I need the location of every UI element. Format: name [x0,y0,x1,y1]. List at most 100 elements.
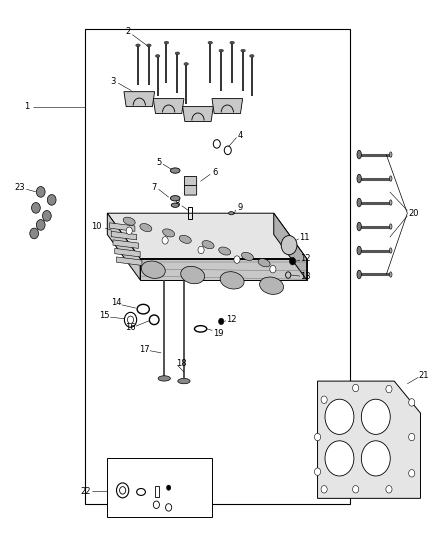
Bar [107,458,212,517]
Text: 18: 18 [177,359,187,368]
Circle shape [314,433,321,441]
Circle shape [353,486,359,493]
Ellipse shape [260,277,283,294]
Ellipse shape [164,42,169,44]
Circle shape [361,399,390,434]
Text: 21: 21 [419,372,429,380]
Circle shape [361,441,390,476]
Circle shape [325,441,354,476]
Circle shape [162,237,168,244]
Ellipse shape [219,50,223,52]
Circle shape [270,265,276,273]
Circle shape [30,228,39,239]
Ellipse shape [162,229,175,237]
Ellipse shape [357,270,361,279]
Ellipse shape [389,200,392,205]
Ellipse shape [241,252,254,261]
Polygon shape [274,213,307,280]
Ellipse shape [357,150,361,159]
Polygon shape [107,213,140,280]
Circle shape [234,256,240,263]
Polygon shape [111,231,137,240]
Ellipse shape [229,212,234,215]
Ellipse shape [389,248,392,253]
Circle shape [47,195,56,205]
Ellipse shape [389,224,392,229]
Circle shape [290,257,296,265]
Text: 5: 5 [156,158,161,167]
Ellipse shape [147,44,151,47]
Text: 23: 23 [15,183,25,192]
Text: 6: 6 [212,168,217,177]
Ellipse shape [202,240,214,249]
Text: 16: 16 [125,324,136,332]
Text: 14: 14 [111,298,121,307]
Circle shape [325,399,354,434]
Circle shape [42,211,51,221]
Circle shape [409,470,415,477]
Text: 13: 13 [300,272,311,280]
Circle shape [219,318,224,325]
Ellipse shape [208,42,212,44]
Bar [85,29,350,504]
Ellipse shape [357,222,361,231]
Text: 15: 15 [99,311,110,320]
Ellipse shape [140,223,152,232]
Circle shape [281,236,297,255]
Ellipse shape [219,247,231,255]
Circle shape [409,433,415,441]
Circle shape [321,396,327,403]
Polygon shape [117,257,142,265]
Text: 1: 1 [24,102,29,111]
Polygon shape [115,248,140,257]
Ellipse shape [179,235,191,244]
Circle shape [198,246,204,254]
Ellipse shape [357,198,361,207]
Polygon shape [183,107,213,122]
Polygon shape [153,99,184,114]
FancyBboxPatch shape [184,185,197,195]
Text: 17: 17 [139,345,150,353]
Polygon shape [110,223,135,231]
Polygon shape [113,240,138,248]
Ellipse shape [158,376,170,381]
Ellipse shape [241,50,245,52]
Ellipse shape [155,55,160,57]
Polygon shape [318,381,420,498]
Text: 9: 9 [237,204,243,212]
Text: 12: 12 [226,316,237,324]
Ellipse shape [258,259,270,267]
Text: 11: 11 [299,233,310,241]
Text: 3: 3 [110,77,116,85]
Ellipse shape [175,52,180,55]
Ellipse shape [250,55,254,57]
Ellipse shape [170,168,180,173]
Text: 19: 19 [213,329,223,337]
FancyBboxPatch shape [184,176,197,186]
Ellipse shape [171,203,179,207]
Circle shape [386,385,392,393]
Polygon shape [107,213,307,259]
Circle shape [36,220,45,230]
Circle shape [409,399,415,406]
Ellipse shape [123,217,135,225]
Text: 2: 2 [125,28,131,36]
Polygon shape [140,259,307,280]
Circle shape [314,468,321,475]
Bar [155,486,159,497]
Polygon shape [124,92,155,107]
Ellipse shape [389,176,392,181]
Ellipse shape [136,44,140,47]
Circle shape [353,384,359,392]
Ellipse shape [170,196,180,201]
Text: 8: 8 [175,199,180,208]
Ellipse shape [178,378,190,384]
Circle shape [126,227,132,235]
Bar [188,207,192,219]
Ellipse shape [357,174,361,183]
Text: 12: 12 [300,254,311,263]
Circle shape [32,203,40,213]
Ellipse shape [181,266,205,284]
Circle shape [36,187,45,197]
Ellipse shape [389,152,392,157]
